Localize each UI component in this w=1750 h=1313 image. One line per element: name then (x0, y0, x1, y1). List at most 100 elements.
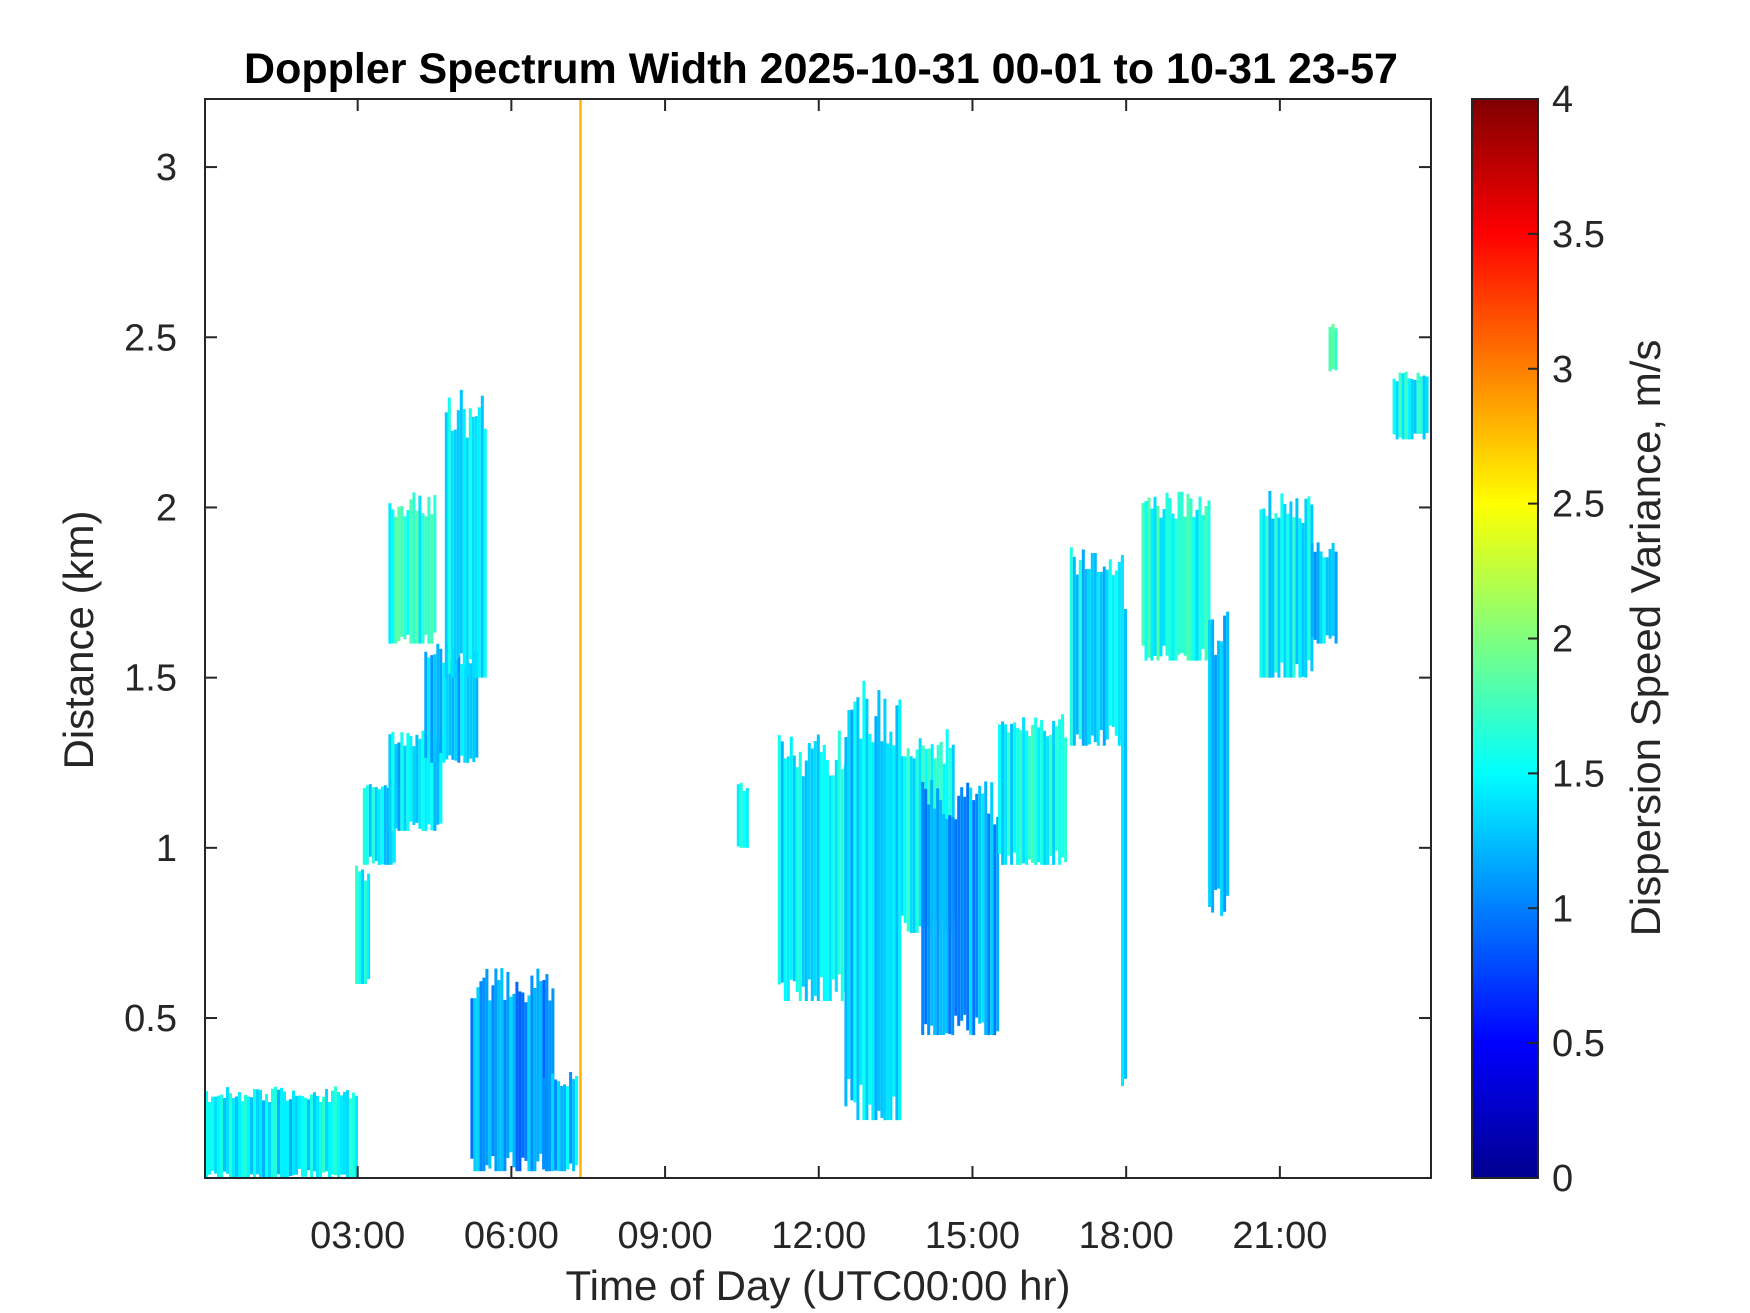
heatmap-cell (1208, 619, 1212, 907)
heatmap-cell (844, 737, 848, 1107)
heatmap-cell (1064, 737, 1068, 862)
heatmap-cell (412, 746, 416, 825)
heatmap-cell (909, 756, 913, 933)
heatmap-cell (362, 788, 366, 865)
heatmap-cell (394, 517, 398, 644)
heatmap-cell (1292, 517, 1296, 678)
heatmap-cell (409, 499, 413, 644)
heatmap-cell (972, 800, 976, 1036)
heatmap-cell (277, 1089, 280, 1175)
heatmap-cell (1153, 496, 1157, 656)
heatmap-cell (265, 1094, 268, 1178)
heatmap-region (1259, 491, 1314, 678)
heatmap-cell (1072, 556, 1076, 746)
heatmap-cell (987, 813, 991, 1036)
heatmap-cell (214, 1096, 217, 1174)
heatmap-cell (1395, 381, 1399, 440)
heatmap-cell (442, 662, 446, 763)
heatmap-cell (927, 804, 931, 1036)
heatmap-cell (421, 730, 425, 831)
heatmap-cell (453, 429, 457, 678)
heatmap-cell (819, 751, 823, 978)
heatmap-cell (792, 755, 796, 982)
heatmap-cell (1004, 724, 1008, 865)
heatmap-cell (250, 1097, 253, 1175)
heatmap-cell (232, 1098, 235, 1178)
heatmap-cell (400, 732, 404, 831)
heatmap-cell (316, 1095, 319, 1178)
y-axis-label: Distance (km) (55, 510, 102, 769)
heatmap-cell (271, 1088, 274, 1178)
heatmap-cell (436, 643, 440, 763)
heatmap-cell (307, 1099, 310, 1170)
colorbar-label: Dispersion Speed Variance, m/s (1622, 340, 1669, 937)
heatmap-region (388, 492, 437, 644)
heatmap-cell (346, 1090, 349, 1178)
heatmap-cell (865, 698, 869, 1121)
heatmap-cell (1304, 498, 1308, 678)
heatmap-region (542, 1072, 579, 1172)
heatmap-cell (229, 1093, 232, 1178)
heatmap-cell (539, 981, 543, 1154)
heatmap-cell (355, 865, 359, 984)
heatmap-cell (996, 816, 1000, 1032)
heatmap-cell (494, 968, 498, 1172)
heatmap-cell (388, 734, 392, 831)
heatmap-region (1069, 547, 1124, 746)
heatmap-cell (1078, 559, 1082, 740)
heatmap-cell (1201, 515, 1205, 649)
heatmap-region (444, 389, 487, 678)
heatmap-cell (1177, 491, 1181, 655)
heatmap-cell (349, 1098, 352, 1178)
heatmap-cell (969, 787, 973, 1035)
heatmap-cell (485, 968, 489, 1166)
heatmap-cell (1168, 498, 1172, 661)
heatmap-cell (957, 795, 961, 1026)
heatmap-cell (430, 744, 434, 831)
heatmap-region (1328, 323, 1338, 372)
heatmap-cell (515, 981, 519, 1172)
y-tick-label: 2 (156, 487, 177, 529)
heatmap-cell (954, 819, 958, 1016)
heatmap-cell (745, 788, 749, 848)
heatmap-cell (1019, 730, 1023, 865)
heatmap-cell (572, 1079, 576, 1172)
heatmap-cell (825, 760, 829, 1001)
heatmap-cell (518, 991, 522, 1172)
heatmap-cell (331, 1090, 334, 1175)
heatmap-cell (1214, 654, 1218, 890)
heatmap-cell (238, 1092, 241, 1178)
heatmap-cell (1001, 721, 1005, 865)
y-tick-label: 1.5 (124, 658, 177, 700)
plot-area (204, 98, 1432, 1179)
heatmap-cell (262, 1100, 265, 1178)
heatmap-cell (380, 786, 384, 865)
heatmap-cell (500, 968, 504, 1172)
heatmap-cell (1416, 372, 1420, 434)
heatmap-cell (554, 1079, 558, 1171)
heatmap-cell (1007, 732, 1011, 856)
heatmap-cell (430, 655, 434, 763)
heatmap-cell (268, 1102, 271, 1178)
heatmap-cell (427, 736, 431, 825)
heatmap-cell (274, 1086, 277, 1178)
heatmap-cell (813, 741, 817, 996)
heatmap-cell (448, 659, 452, 756)
heatmap-cell (208, 1102, 211, 1175)
heatmap-cell (1117, 562, 1121, 746)
heatmap-cell (939, 800, 943, 1035)
heatmap-cell (1096, 571, 1100, 746)
heatmap-cell (930, 779, 934, 1026)
heatmap-cell (892, 745, 896, 1097)
heatmap-cell (1192, 517, 1196, 661)
heatmap-cell (334, 1086, 337, 1176)
heatmap-cell (822, 745, 826, 1001)
heatmap-region (921, 779, 1000, 1036)
heatmap-cell (328, 1102, 331, 1178)
heatmap-cell (1295, 498, 1299, 665)
x-axis-ticks: 03:00 06:00 09:00 12:00 15:00 18:00 21:00 (310, 99, 1327, 1257)
heatmap-cell (1055, 726, 1059, 851)
heatmap-cell (1075, 574, 1079, 735)
heatmap-cell (1419, 376, 1423, 434)
heatmap-cell (476, 987, 480, 1172)
